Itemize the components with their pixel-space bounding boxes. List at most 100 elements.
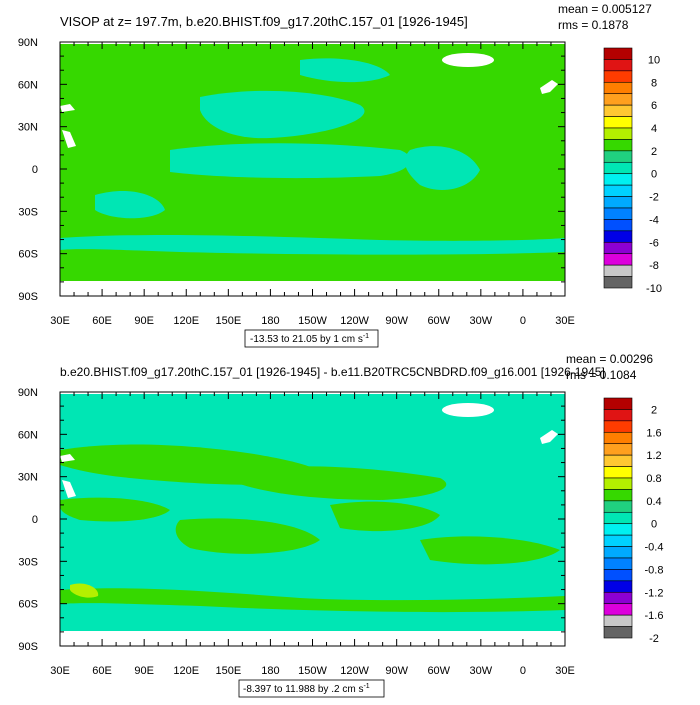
panel-2-range-exponent: -1 (363, 683, 369, 690)
panel-1-map (59, 41, 566, 297)
lon-tick-label: 120W (340, 315, 369, 327)
colorbar-swatch (603, 557, 633, 570)
panel-1-range-frame (244, 329, 379, 348)
colorbar-swatch (603, 196, 633, 209)
panel-2-lon-axis: 30E 60E 90E 120E 150E 180 150W 120W 90W 60W 30W 0 30… (50, 392, 575, 677)
lon-tick-label: 60W (427, 315, 450, 327)
colorbar-swatch (603, 466, 633, 479)
colorbar-label: -1.2 (645, 587, 664, 599)
lon-tick-label: 120W (340, 665, 369, 677)
colorbar-swatch (603, 443, 633, 456)
panel-1-title: VISOP at z= 197.7m, b.e20.BHIST.f09_g17.… (60, 14, 468, 29)
lon-tick-label: 150E (215, 315, 241, 327)
colorbar-swatch (603, 219, 633, 232)
colorbar-label: -2 (649, 633, 659, 645)
panel-2-band-tropical-east (330, 501, 440, 532)
lat-tick-label: 0 (32, 514, 38, 526)
lon-tick-label: 90W (385, 665, 408, 677)
colorbar-label: -0.4 (645, 542, 664, 554)
panel-2-lat-axis: 90N 60N 30N 0 30S 60S 90S (18, 387, 565, 653)
panel-1-lon-axis: 30E 60E 90E 120E 150E 180 150W 120W 90W 60W 30W 0 30… (50, 42, 575, 327)
lat-tick-label: 90S (18, 641, 38, 653)
colorbar-swatch (603, 397, 633, 410)
panel-1-band-north-pacific (200, 90, 365, 139)
lat-tick-label: 30S (18, 206, 38, 218)
panel-1-colorbar: 10 8 6 4 2 0 -2 -4 -6 -8 -10 (603, 47, 662, 295)
colorbar-label: 0.4 (646, 496, 661, 508)
lat-tick-label: 30N (18, 472, 38, 484)
lat-tick-label: 60S (18, 249, 38, 261)
colorbar-swatch (603, 626, 633, 639)
colorbar-label: -0.8 (645, 564, 664, 576)
colorbar-swatch (603, 580, 633, 593)
colorbar-label: -10 (646, 283, 662, 295)
colorbar-label: 0.8 (646, 473, 661, 485)
colorbar-swatch (603, 93, 633, 106)
lon-tick-label: 30W (470, 665, 493, 677)
colorbar-swatch (603, 420, 633, 433)
colorbar-swatch (603, 591, 633, 605)
panel-1-greenland (442, 53, 494, 67)
colorbar-swatch (603, 546, 633, 559)
lat-tick-label: 30N (18, 122, 38, 134)
lon-tick-label: 60E (92, 315, 112, 327)
lat-tick-label: 90N (18, 37, 38, 49)
lon-tick-label: 120E (173, 665, 199, 677)
colorbar-swatch (603, 139, 633, 152)
panel-1-mean: mean = 0.005127 (558, 2, 652, 16)
panel-2-land-west-2 (62, 480, 76, 498)
panel-1-land-west-2 (62, 130, 76, 148)
colorbar-swatch (603, 511, 633, 525)
lon-tick-label: 30W (470, 315, 493, 327)
colorbar-label: 6 (651, 100, 657, 112)
colorbar-swatch (603, 241, 633, 255)
lat-tick-label: 60N (18, 429, 38, 441)
colorbar-label: -6 (649, 237, 659, 249)
colorbar-swatch (603, 454, 633, 467)
colorbar-swatch (603, 264, 633, 277)
colorbar-swatch (603, 207, 633, 220)
lon-tick-label: 150W (298, 315, 327, 327)
colorbar-swatch (603, 523, 633, 536)
colorbar-label: 1.2 (646, 450, 661, 462)
lon-tick-label: 60W (427, 665, 450, 677)
colorbar-swatch (603, 431, 633, 445)
lon-tick-label: 60E (92, 665, 112, 677)
colorbar-label: 10 (648, 54, 660, 66)
colorbar-swatch (603, 409, 633, 422)
colorbar-swatch (603, 477, 633, 490)
lon-tick-label: 0 (520, 665, 526, 677)
lon-tick-label: 30E (50, 665, 70, 677)
colorbar-swatch (603, 127, 633, 140)
colorbar-label: 2 (651, 146, 657, 158)
colorbar-swatch (603, 614, 633, 627)
lat-tick-label: 0 (32, 164, 38, 176)
colorbar-swatch (603, 150, 633, 163)
colorbar-swatch (603, 534, 633, 547)
lon-tick-label: 150E (215, 665, 241, 677)
panel-2-mean: mean = 0.00296 (566, 352, 653, 366)
lon-tick-label: 180 (261, 665, 279, 677)
colorbar-swatch (603, 184, 633, 197)
panel-2-map (59, 391, 566, 647)
panel-2-yellow-patch (70, 583, 99, 598)
panel-2-rms: rms = 0.1084 (566, 368, 637, 382)
lon-tick-label: 30E (555, 665, 575, 677)
colorbar-label: -2 (649, 192, 659, 204)
panel-2-range-label: -8.397 to 11.988 by .2 cm s-1 (243, 683, 370, 695)
panel-2-land-west-1 (60, 454, 75, 462)
colorbar-label: 2 (651, 404, 657, 416)
lat-tick-label: 60N (18, 79, 38, 91)
colorbar-swatch (603, 59, 633, 72)
colorbar-swatch (603, 489, 633, 502)
panel-2: b.e20.BHIST.f09_g17.20thC.157_01 [1926-1… (18, 352, 664, 698)
panel-2-greenland (442, 403, 494, 417)
lat-tick-label: 90N (18, 387, 38, 399)
colorbar-label: -8 (649, 260, 659, 272)
panel-1-band-atlantic (404, 146, 480, 190)
colorbar-swatch (603, 500, 633, 513)
panel-2-iceland (540, 430, 558, 444)
colorbar-swatch (603, 161, 633, 175)
